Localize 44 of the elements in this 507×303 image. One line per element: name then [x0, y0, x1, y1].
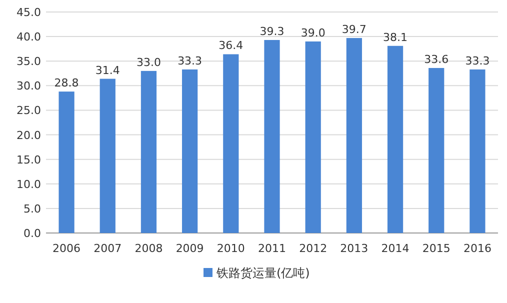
x-tick-label: 2011	[258, 242, 286, 255]
data-label: 33.3	[178, 54, 202, 68]
bar	[100, 78, 116, 233]
bar	[58, 92, 74, 233]
bar	[428, 68, 444, 233]
x-tick-label: 2008	[134, 242, 163, 255]
y-tick-label: 25.0	[16, 104, 41, 118]
bar	[346, 38, 362, 233]
y-tick-label: 45.0	[16, 6, 41, 19]
data-label: 33.6	[424, 52, 449, 66]
data-label: 38.1	[383, 30, 408, 44]
data-label: 39.0	[300, 26, 326, 40]
y-tick-label: 20.0	[16, 128, 41, 142]
x-tick-label: 2013	[340, 242, 368, 255]
x-tick-label: 2007	[94, 242, 122, 255]
data-label: 36.4	[218, 39, 244, 52]
y-tick-label: 40.0	[16, 30, 41, 44]
y-tick-label: 0.0	[24, 227, 41, 240]
bar	[470, 69, 486, 233]
y-tick-label: 10.0	[16, 178, 41, 191]
x-tick-label: 2014	[381, 242, 410, 255]
y-tick-label: 30.0	[16, 80, 41, 93]
data-label: 39.7	[342, 23, 366, 36]
x-tick-label: 2015	[422, 242, 450, 255]
x-tick-label: 2009	[176, 242, 204, 255]
y-tick-label: 5.0	[24, 202, 41, 216]
bar	[223, 54, 239, 233]
y-tick-label: 35.0	[16, 55, 41, 68]
x-tick-label: 2006	[52, 242, 81, 255]
x-tick-label: 2016	[463, 242, 492, 255]
data-label: 33.3	[465, 54, 490, 68]
x-tick-label: 2010	[216, 242, 245, 255]
bar	[140, 70, 157, 233]
bar	[182, 69, 198, 233]
data-label: 33.0	[136, 56, 161, 69]
data-label: 28.8	[54, 76, 79, 90]
bar	[264, 40, 280, 233]
bar	[387, 46, 404, 233]
bar	[305, 41, 321, 233]
data-label: 39.3	[260, 24, 284, 38]
x-tick-label: 2012	[299, 242, 328, 255]
data-label: 31.4	[95, 64, 120, 77]
y-tick-label: 15.0	[16, 153, 41, 166]
legend-label: 铁路货运量(亿吨)	[216, 266, 310, 280]
